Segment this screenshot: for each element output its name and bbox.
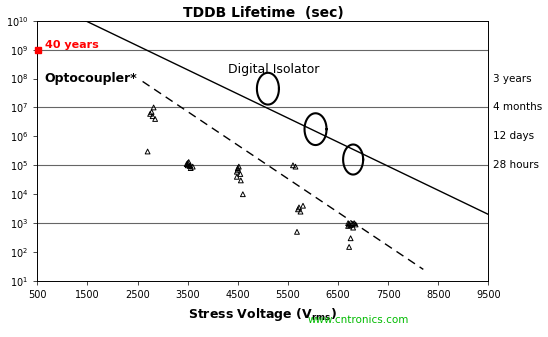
Text: 3 years: 3 years bbox=[494, 73, 532, 84]
Point bbox=[236, 171, 245, 177]
Point bbox=[295, 205, 304, 210]
Point bbox=[184, 160, 192, 166]
Point bbox=[186, 163, 195, 168]
Point bbox=[296, 209, 305, 214]
Point bbox=[149, 114, 157, 119]
Point bbox=[189, 164, 197, 169]
Point bbox=[186, 165, 195, 171]
Text: 12 days: 12 days bbox=[494, 131, 535, 142]
Point bbox=[289, 163, 298, 168]
Point bbox=[346, 236, 355, 241]
Point bbox=[294, 207, 302, 212]
Point bbox=[238, 191, 247, 197]
Point bbox=[344, 223, 352, 228]
Text: 4 months: 4 months bbox=[494, 102, 543, 113]
Point bbox=[185, 163, 194, 168]
Point bbox=[184, 159, 193, 165]
Point bbox=[235, 164, 243, 169]
Point bbox=[346, 222, 355, 228]
Point bbox=[348, 222, 357, 227]
Text: 40 years: 40 years bbox=[45, 40, 99, 50]
Text: 28 hours: 28 hours bbox=[494, 160, 539, 170]
Point bbox=[149, 105, 158, 110]
Point bbox=[293, 229, 301, 235]
Point bbox=[236, 178, 245, 183]
Point bbox=[291, 164, 300, 169]
Point bbox=[299, 203, 307, 208]
Point bbox=[147, 109, 156, 115]
Title: TDDB Lifetime  (sec): TDDB Lifetime (sec) bbox=[182, 5, 343, 20]
Point bbox=[233, 165, 242, 171]
Point bbox=[345, 221, 353, 226]
Point bbox=[344, 220, 352, 226]
X-axis label: Stress Voltage ($\mathregular{V_{rms}}$): Stress Voltage ($\mathregular{V_{rms}}$) bbox=[189, 306, 338, 323]
Point bbox=[184, 163, 192, 168]
Point bbox=[350, 220, 358, 226]
Text: Digital Isolator: Digital Isolator bbox=[228, 63, 319, 76]
Point bbox=[146, 111, 155, 117]
Point bbox=[349, 225, 357, 230]
Point bbox=[232, 174, 241, 180]
Point bbox=[345, 244, 353, 250]
Point bbox=[232, 169, 241, 175]
Point bbox=[233, 167, 242, 173]
Text: www.cntronics.com: www.cntronics.com bbox=[308, 315, 409, 325]
Point bbox=[151, 116, 159, 122]
Point bbox=[182, 161, 191, 167]
Point bbox=[351, 222, 360, 227]
Text: Optocoupler*: Optocoupler* bbox=[45, 72, 138, 85]
Point bbox=[143, 149, 152, 154]
